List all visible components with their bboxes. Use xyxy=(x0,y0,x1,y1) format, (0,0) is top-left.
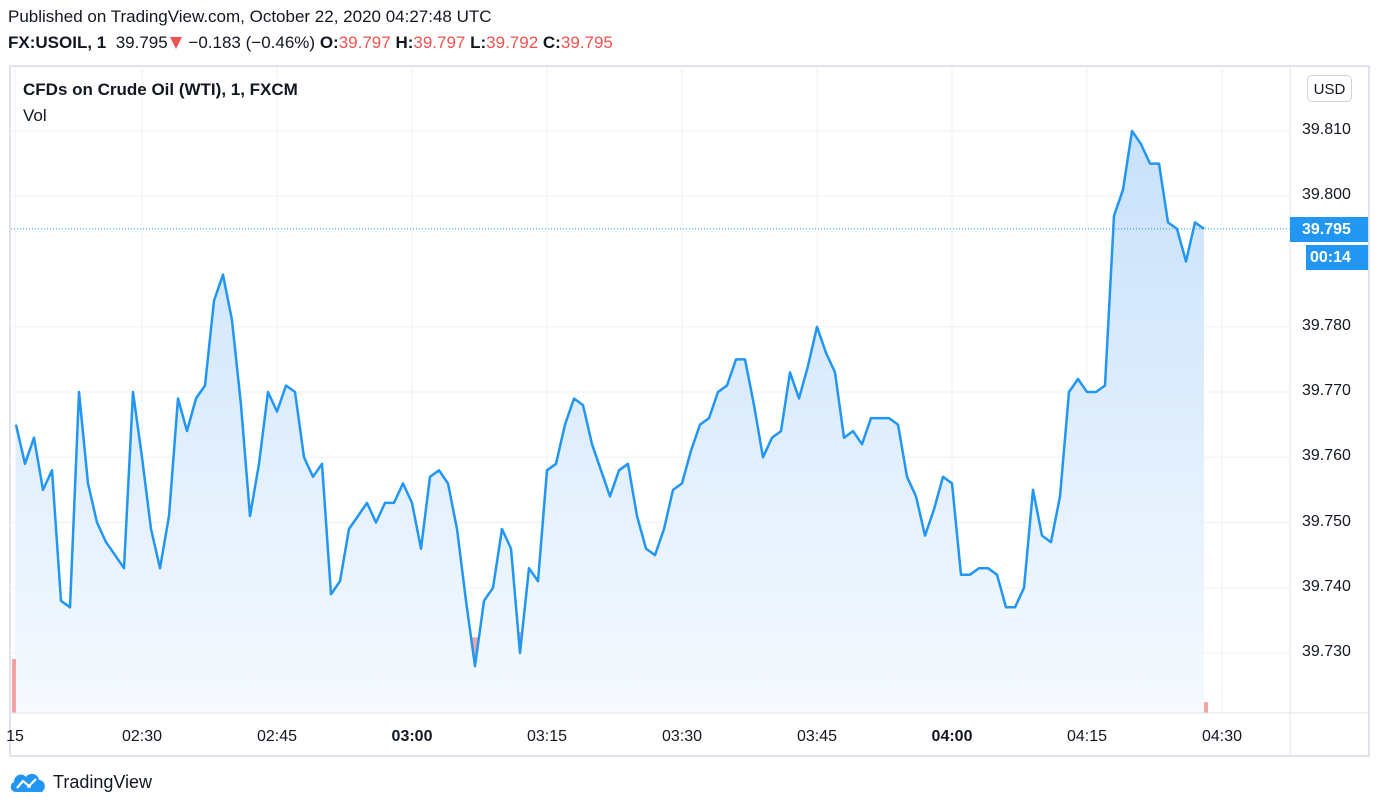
low-label: L: xyxy=(470,33,487,52)
current-price-tag: 39.795 xyxy=(1290,217,1368,242)
price-area xyxy=(16,131,1204,713)
legend-title: CFDs on Crude Oil (WTI), 1, FXCM xyxy=(23,80,298,99)
time-tick-label: 04:30 xyxy=(1201,728,1243,745)
published-line: Published on TradingView.com, October 22… xyxy=(8,7,492,26)
time-tick-label: 03:15 xyxy=(526,728,568,745)
down-triangle-icon xyxy=(169,37,182,49)
tradingview-logo[interactable]: TradingView xyxy=(8,770,152,794)
chart-frame xyxy=(9,65,1370,757)
legend-volume: Vol xyxy=(23,106,47,125)
tradingview-cloud-icon xyxy=(10,773,45,792)
high-value: 39.797 xyxy=(413,33,466,52)
time-tick-label: 02:30 xyxy=(121,728,163,745)
close-label: C: xyxy=(542,33,561,52)
symbol-ohlc-line: FX:USOIL, 1 39.795 −0.183 (−0.46%) O:39.… xyxy=(8,33,613,53)
last-price: 39.795 xyxy=(115,33,168,52)
high-label: H: xyxy=(395,33,414,52)
price-tick-label: 39.750 xyxy=(1302,512,1351,530)
price-tick-label: 39.780 xyxy=(1302,316,1351,334)
currency-button[interactable]: USD xyxy=(1307,75,1352,102)
time-tick-label: 03:30 xyxy=(661,728,703,745)
price-tick-label: 39.760 xyxy=(1302,447,1351,465)
time-tick-label: 15 xyxy=(6,728,24,745)
price-tick-label: 39.770 xyxy=(1302,382,1351,399)
price-tick-label: 39.730 xyxy=(1302,643,1351,660)
low-value: 39.792 xyxy=(486,33,539,52)
price-tick-label: 39.810 xyxy=(1302,121,1351,138)
price-line xyxy=(14,129,1205,668)
open-value: 39.797 xyxy=(338,33,391,52)
time-tick-label: 03:45 xyxy=(796,728,838,745)
time-tick-label: 04:00 xyxy=(931,728,973,745)
time-tick-label: 03:00 xyxy=(391,728,433,745)
price-change: −0.183 (−0.46%) xyxy=(188,33,316,52)
time-tick-label: 02:45 xyxy=(256,728,298,745)
symbol-label: FX:USOIL, 1 xyxy=(8,33,107,52)
bar-countdown-tag: 00:14 xyxy=(1306,245,1368,270)
price-tick-label: 39.800 xyxy=(1302,186,1351,204)
open-label: O: xyxy=(319,33,339,52)
price-tick-label: 39.740 xyxy=(1302,577,1351,595)
close-value: 39.795 xyxy=(560,33,613,52)
brand-name: TradingView xyxy=(53,771,153,792)
time-tick-label: 04:15 xyxy=(1066,728,1108,745)
